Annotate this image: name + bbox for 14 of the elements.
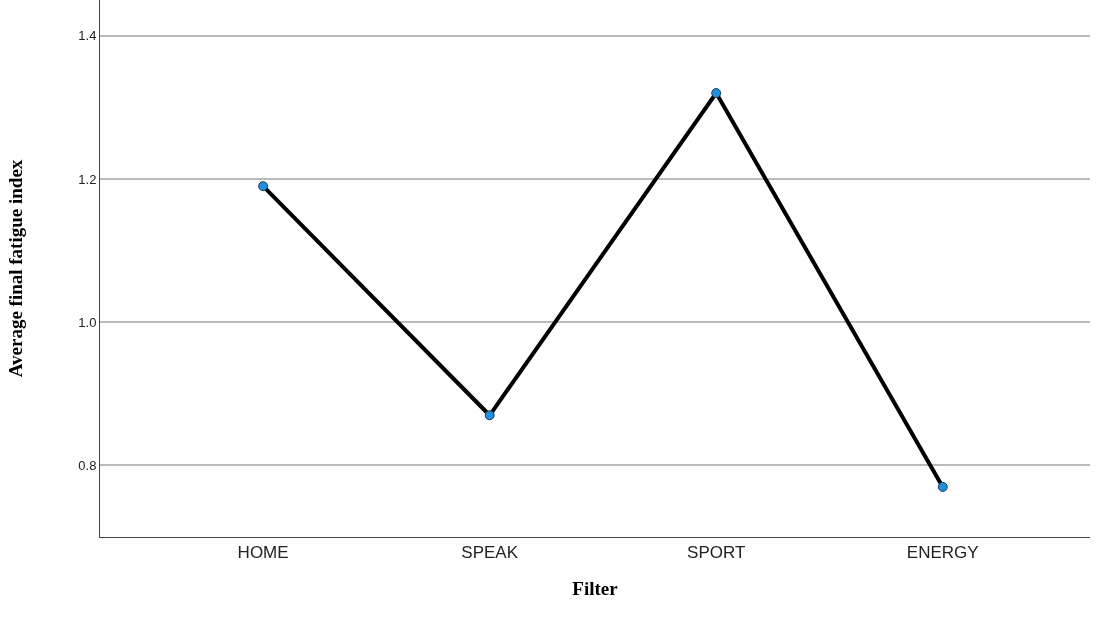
- x-tick-label: SPEAK: [461, 543, 519, 563]
- point: [258, 181, 269, 192]
- y-axis-title: Average final fatigue index: [5, 159, 27, 378]
- x-tick-label: ENERGY: [906, 543, 979, 563]
- x-axis-title: Filter: [572, 578, 619, 600]
- y-tick-label: 0.8: [78, 457, 97, 473]
- y-tick-label: 1.0: [78, 314, 97, 330]
- y-tick-label: 1.4: [78, 28, 97, 44]
- point: [937, 481, 948, 492]
- point: [484, 410, 495, 421]
- x-tick-label: HOME: [237, 543, 289, 563]
- point: [711, 88, 722, 99]
- x-tick-label: SPORT: [687, 543, 746, 563]
- y-tick-label: 1.2: [78, 171, 97, 187]
